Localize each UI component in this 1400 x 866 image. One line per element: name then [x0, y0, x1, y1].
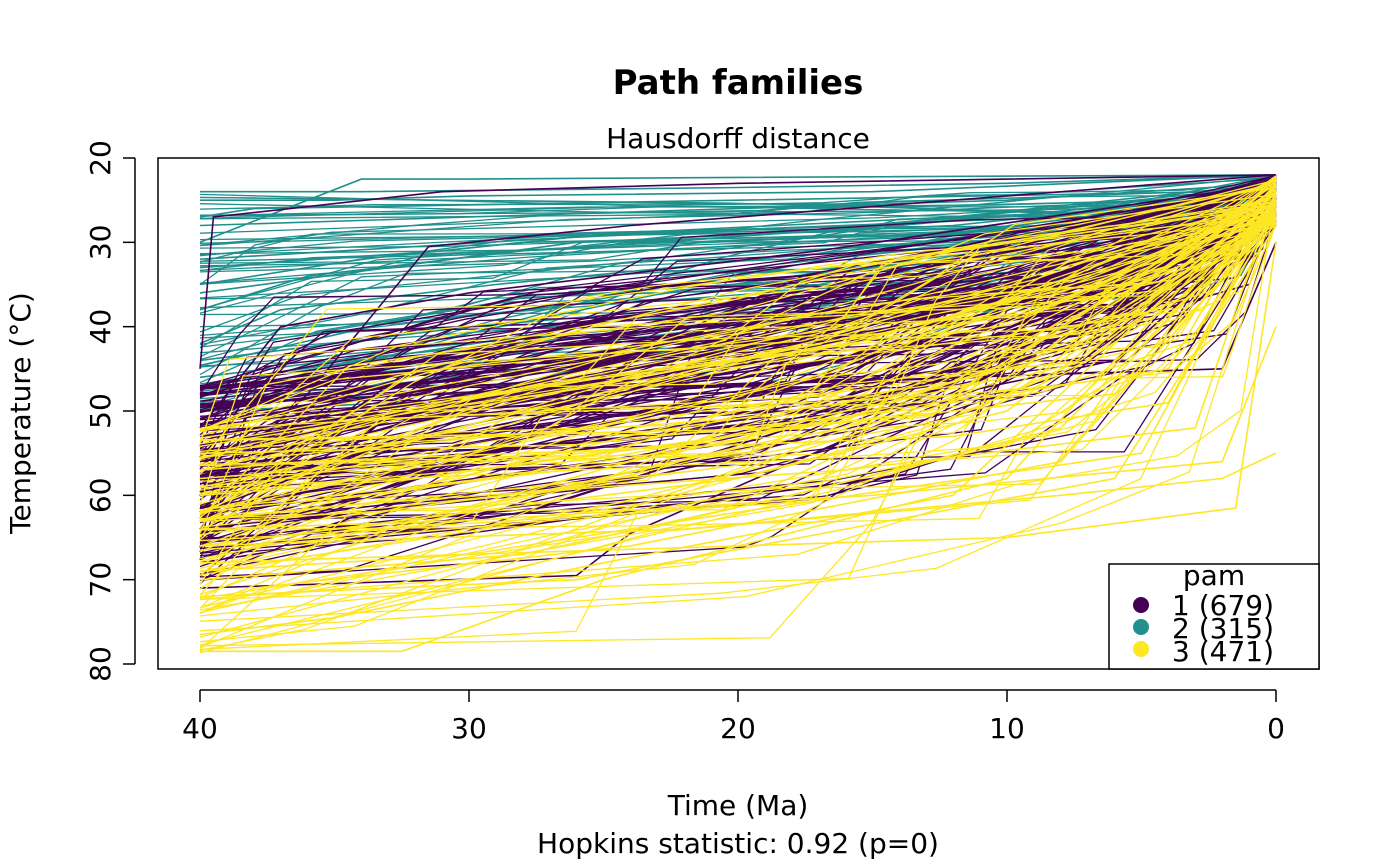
series-1-path [199, 174, 1277, 369]
series-3-path [199, 213, 1277, 522]
series-3-path [199, 201, 1277, 519]
x-tick-label: 30 [451, 712, 487, 745]
series-1-path [199, 200, 1277, 479]
chart-footer: Hopkins statistic: 0.92 (p=0) [537, 827, 939, 860]
series-3-path [199, 223, 1277, 600]
series-2-path [199, 174, 1277, 244]
series-3-path [199, 194, 1277, 651]
series-3-path [199, 206, 1277, 512]
series-3-path [199, 179, 1277, 516]
series-1-path [199, 190, 1277, 458]
series-3-path [199, 208, 1277, 572]
series-3-path [199, 201, 1277, 632]
x-tick-label: 0 [1267, 712, 1285, 745]
series-1-path [199, 283, 1250, 471]
y-tick-label: 70 [84, 562, 117, 598]
x-tick-label: 10 [989, 712, 1025, 745]
series-3-path [199, 225, 1277, 598]
series-3-path [199, 204, 1277, 520]
series-3-path [199, 203, 1277, 458]
y-tick-label: 80 [84, 646, 117, 682]
series-3-path [199, 177, 1277, 599]
series-3-path [199, 175, 1277, 553]
series-3-path [199, 208, 1277, 573]
series-3-path [199, 186, 1277, 542]
series-3-path [199, 204, 1277, 654]
series-3-path [199, 202, 1277, 513]
series-3-path [199, 191, 1277, 622]
series-3-path [199, 207, 1277, 617]
series-3-path [199, 215, 1277, 647]
series-3-path [199, 210, 1277, 462]
series-2-path [200, 174, 1277, 201]
y-tick-label: 50 [84, 393, 117, 429]
series-1-path [199, 214, 1277, 395]
x-axis-label: Time (Ma) [667, 789, 809, 822]
series-1-path [199, 203, 1277, 534]
series-3-path [199, 190, 1277, 611]
series-3-path [199, 201, 1277, 458]
y-tick-label: 30 [84, 225, 117, 261]
y-axis: 20 30 40 50 60 70 80 [84, 140, 136, 682]
series-3-path [199, 326, 1277, 530]
series-2-path [199, 190, 1277, 286]
y-tick-label: 20 [84, 140, 117, 176]
y-tick-label: 40 [84, 309, 117, 345]
legend: pam 1 (679) 2 (315) 3 (471) [1108, 559, 1320, 670]
series-3-path [199, 214, 1277, 573]
series-3-path [199, 206, 1277, 534]
series-3 [199, 175, 1277, 654]
series-3-path [199, 184, 1277, 430]
series-3-path [199, 214, 1277, 601]
series-3-path [199, 219, 1277, 643]
x-tick-label: 40 [182, 712, 218, 745]
legend-label-2: 2 (315) [1172, 612, 1274, 645]
legend-label-1: 1 (679) [1172, 589, 1274, 622]
plot-frame [157, 157, 1320, 670]
series-3-path [199, 211, 1277, 646]
series-3-path [199, 182, 1277, 437]
series-2-path [200, 174, 1277, 193]
series-2-path [199, 180, 1277, 220]
series-1-path [199, 211, 1277, 419]
legend-marker-3 [1133, 641, 1149, 657]
legend-label-3: 3 (471) [1172, 635, 1274, 668]
series-3-path [199, 223, 1277, 495]
series-3-path [199, 176, 1277, 536]
series-2-path [199, 188, 1277, 210]
x-axis: 40 30 20 10 0 [182, 689, 1285, 745]
legend-title: pam [1183, 559, 1245, 592]
y-axis-label: Temperature (°C) [4, 292, 37, 535]
chart-subtitle: Hausdorff distance [606, 122, 870, 155]
series-3-path [199, 200, 1277, 523]
chart-title: Path families [613, 63, 864, 103]
series-3-path [199, 193, 1277, 541]
series-3-path [199, 220, 1277, 518]
series-3-path [199, 199, 1277, 614]
y-tick-label: 60 [84, 478, 117, 514]
x-tick-label: 20 [720, 712, 756, 745]
series-3-path [199, 452, 1277, 547]
series-3-path [199, 216, 1277, 609]
series-3-path [199, 195, 1277, 567]
series-1-path [199, 185, 1277, 493]
legend-marker-2 [1133, 619, 1149, 635]
plot-lines [199, 174, 1277, 654]
series-3-path [199, 221, 1277, 531]
series-3-path [199, 223, 1277, 521]
series-2-path [199, 217, 1277, 310]
legend-marker-1 [1133, 597, 1149, 613]
series-3-path [199, 185, 1277, 441]
series-3-path [199, 199, 1277, 475]
series-1-path [199, 182, 1277, 429]
series-3-path [199, 188, 1277, 453]
series-3-path [199, 211, 1277, 487]
